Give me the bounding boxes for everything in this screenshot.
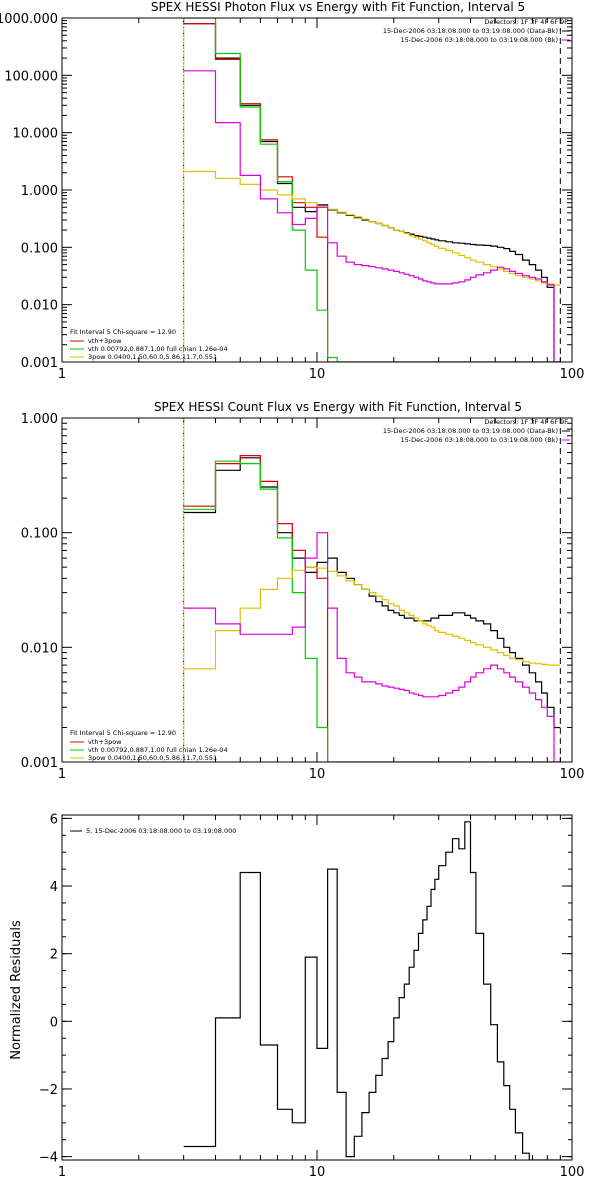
photon-y-tick-label: 0.010: [21, 299, 58, 314]
count-plot-frame: [61, 417, 573, 763]
count-info-block: Detectors: 1F 3F 4F 6F 9F 15-Dec-2006 03…: [383, 418, 570, 444]
count-x-tick-label: 100: [560, 767, 585, 782]
residuals-y-tick-label: 2: [50, 948, 58, 963]
photon-y-tick-label: 1000.000: [0, 12, 58, 27]
count-fit-interval-label: Fit Interval 5 Chi-square = 12.90: [70, 729, 176, 737]
count-legend: Fit Interval 5 Chi-square = 12.90 vth+3p…: [70, 729, 228, 762]
photon-series-1: [183, 23, 561, 362]
photon-series-2: [183, 18, 561, 362]
photon-x-tick-label: 10: [309, 367, 326, 382]
residuals-legend: 5, 15-Dec-2006 03:18:08.000 to 03:19:08.…: [70, 827, 236, 835]
residuals-x-tick-label: 1: [58, 1165, 66, 1180]
detectors-label: Detectors: 1F 3F 4F 6F 9F: [484, 18, 568, 26]
count-series-1: [183, 455, 561, 762]
residuals-ylabel: Normalized Residuals: [9, 920, 24, 1060]
count-y-tick-label: 0.010: [21, 641, 58, 656]
fit-interval-label: Fit Interval 5 Chi-square = 12.90: [70, 328, 176, 336]
photon-ticks: 1 10 100 0.001 0.010 0.100 1.000 10.000 100.000 1…: [0, 12, 584, 382]
photon-y-tick-label: 100.000: [4, 69, 58, 84]
count-legend-3pow: 3pow 0.0400,1.50,60.0,5.86,11.7,0.551: [88, 754, 217, 762]
count-legend-total-fit: vth+3pow: [88, 738, 122, 746]
residuals-x-tick-label: 100: [560, 1165, 585, 1180]
count-data-bk-label: 15-Dec-2006 03:18:08.000 to 03:19:08.000…: [383, 427, 558, 435]
photon-y-tick-label: 0.001: [21, 356, 58, 371]
residuals-y-tick-label: −4: [39, 1151, 58, 1166]
photon-y-tick-label: 1.000: [21, 184, 58, 199]
count-bk-label: 15-Dec-2006 03:18:08.000 to 03:19:08.000…: [401, 436, 559, 444]
residuals-ticks: 1 10 100 −4 −2 0 2 4 6: [39, 812, 585, 1180]
bk-label: 15-Dec-2006 03:18:08.000 to 03:19:08.000…: [401, 36, 559, 44]
photon-x-tick-label: 1: [58, 367, 66, 382]
residuals-y-tick-label: −2: [39, 1083, 58, 1098]
count-y-tick-label: 1.000: [21, 412, 58, 427]
legend-total-fit: vth+3pow: [88, 337, 122, 345]
legend-vth: vth 0.00792,0.887,1.00 full chian 1.26e-…: [88, 345, 228, 353]
residuals-y-tick-label: 6: [50, 812, 58, 827]
count-series-3: [183, 566, 561, 670]
residuals-series-group: [183, 821, 561, 1160]
count-y-tick-label: 0.001: [21, 756, 58, 771]
count-legend-vth: vth 0.00792,0.887,1.00 full chian 1.26e-…: [88, 746, 228, 754]
residuals-y-tick-label: 0: [50, 1015, 58, 1030]
count-ticks: 1 10 100 0.001 0.010 0.100 1.000: [21, 412, 585, 782]
count-series-group: [183, 455, 561, 762]
residuals-series-0: [183, 821, 561, 1160]
photon-series-group: [183, 18, 561, 362]
photon-plot-frame: [61, 17, 573, 363]
residuals-panel: Normalized Residuals 5, 15-Dec-2006 03:1…: [9, 812, 584, 1180]
photon-series-4: [183, 70, 561, 362]
residuals-legend-label: 5, 15-Dec-2006 03:18:08.000 to 03:19:08.…: [86, 827, 236, 835]
count-x-tick-label: 1: [58, 767, 66, 782]
photon-legend: Fit Interval 5 Chi-square = 12.90 vth+3p…: [70, 328, 228, 361]
count-detectors-label: Detectors: 1F 3F 4F 6F 9F: [484, 418, 568, 426]
count-flux-panel: SPEX HESSI Count Flux vs Energy with Fit…: [21, 400, 585, 782]
data-bk-label: 15-Dec-2006 03:18:08.000 to 03:19:08.000…: [383, 27, 558, 35]
photon-y-tick-label: 10.000: [13, 127, 59, 142]
residuals-plot-frame: [61, 814, 573, 1161]
count-x-tick-label: 10: [309, 767, 326, 782]
count-series-4: [183, 532, 561, 762]
count-y-tick-label: 0.100: [21, 527, 58, 542]
count-flux-title: SPEX HESSI Count Flux vs Energy with Fit…: [154, 400, 522, 414]
photon-y-tick-label: 0.100: [21, 241, 58, 256]
photon-info-block: Detectors: 1F 3F 4F 6F 9F 15-Dec-2006 03…: [383, 18, 570, 44]
count-series-2: [183, 460, 329, 762]
residuals-x-tick-label: 10: [309, 1165, 326, 1180]
legend-3pow: 3pow 0.0400,1.50,60.0,5.86,11.7,0.551: [88, 353, 217, 361]
residuals-y-tick-label: 4: [50, 880, 58, 895]
photon-flux-panel: SPEX HESSI Photon Flux vs Energy with Fi…: [0, 0, 584, 382]
photon-flux-title: SPEX HESSI Photon Flux vs Energy with Fi…: [151, 0, 525, 14]
photon-x-tick-label: 100: [560, 367, 585, 382]
